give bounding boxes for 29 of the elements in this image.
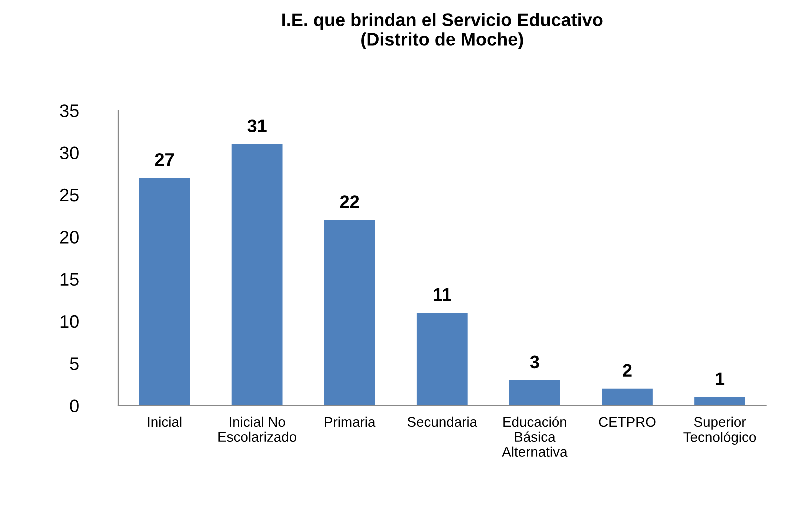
x-tick-label: Educación Básica Alternativa [502,416,568,458]
y-tick-label: 20 [60,231,79,244]
data-label: 22 [340,196,360,208]
y-tick-label: 10 [60,315,79,328]
x-tick-label: Primaria [325,416,376,428]
data-label: 27 [155,153,174,166]
data-label: 3 [530,356,540,369]
bar [416,313,468,406]
chart-title: I.E. que brindan el Servicio Educativo (Distrito de Moche) [282,13,603,50]
x-tick-label: CETPRO [599,417,656,428]
y-tick-label: 15 [60,273,79,286]
x-tick-label: Inicial No Escolarizado [218,416,296,442]
bar [509,380,560,406]
data-label: 2 [623,364,632,377]
data-label: 31 [248,120,267,133]
bar [139,178,190,406]
y-tick-label: 30 [60,146,79,160]
data-label: 11 [434,288,452,301]
y-tick-label: 5 [70,358,79,370]
bar [232,144,283,406]
bar [602,388,653,406]
x-tick-label: Inicial [148,416,182,428]
data-label: 1 [716,372,725,386]
y-tick-label: 25 [60,188,79,202]
x-tick-label: Secundaria [408,416,478,428]
bar [324,220,376,406]
y-tick-label: 0 [70,400,79,413]
x-tick-label: Superior Tecnológico [684,416,756,446]
y-tick-label: 35 [60,104,79,118]
